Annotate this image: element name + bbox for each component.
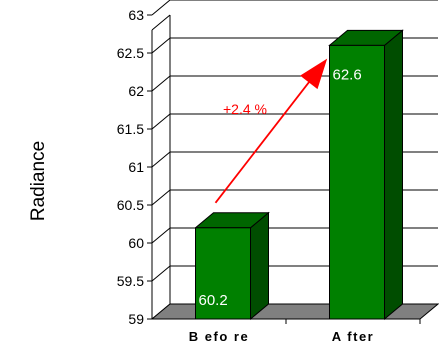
bar-side <box>384 29 403 321</box>
data-label: 62.6 <box>333 66 362 83</box>
data-label: 60.2 <box>199 292 228 309</box>
category-label: B efo re <box>189 329 249 344</box>
wall-gridline <box>151 265 171 282</box>
y-tick-label: 61 <box>128 159 144 175</box>
annotation-arrow <box>214 62 325 204</box>
y-tick-label: 60.5 <box>117 197 144 213</box>
wall-gridline <box>151 227 171 244</box>
bar <box>195 227 251 320</box>
change-annotation: +2.4 % <box>214 58 328 204</box>
x-axis-categories: B efo re A fter <box>189 319 421 344</box>
y-tick-label: 60 <box>128 235 144 251</box>
bar-side <box>250 211 269 321</box>
wall-top-edge <box>151 14 171 31</box>
y-axis-title: Radiance <box>28 141 49 221</box>
y-tick-label: 62.5 <box>117 45 144 61</box>
y-tick-label: 59.5 <box>117 273 144 289</box>
y-tick-label: 63 <box>128 7 144 23</box>
wall-gridline <box>151 75 171 92</box>
annotation-label: +2.4 % <box>223 101 267 117</box>
y-tick-label: 62 <box>128 83 144 99</box>
y-axis-ticks: 59 59.5 60 60.5 61 61.5 62 62.5 63 <box>117 7 152 327</box>
bar <box>329 44 385 320</box>
wall-gridline <box>151 151 171 168</box>
arrow-head <box>300 58 328 90</box>
y-tick-label: 61.5 <box>117 121 144 137</box>
wall-gridline <box>151 189 171 206</box>
wall-gridline <box>151 113 171 130</box>
wall-gridline <box>151 37 171 54</box>
y-tick-label: 59 <box>128 311 144 327</box>
bars: 60.2 62.6 <box>194 29 404 321</box>
category-label: A fter <box>332 329 374 344</box>
wall-gridline <box>151 0 171 16</box>
